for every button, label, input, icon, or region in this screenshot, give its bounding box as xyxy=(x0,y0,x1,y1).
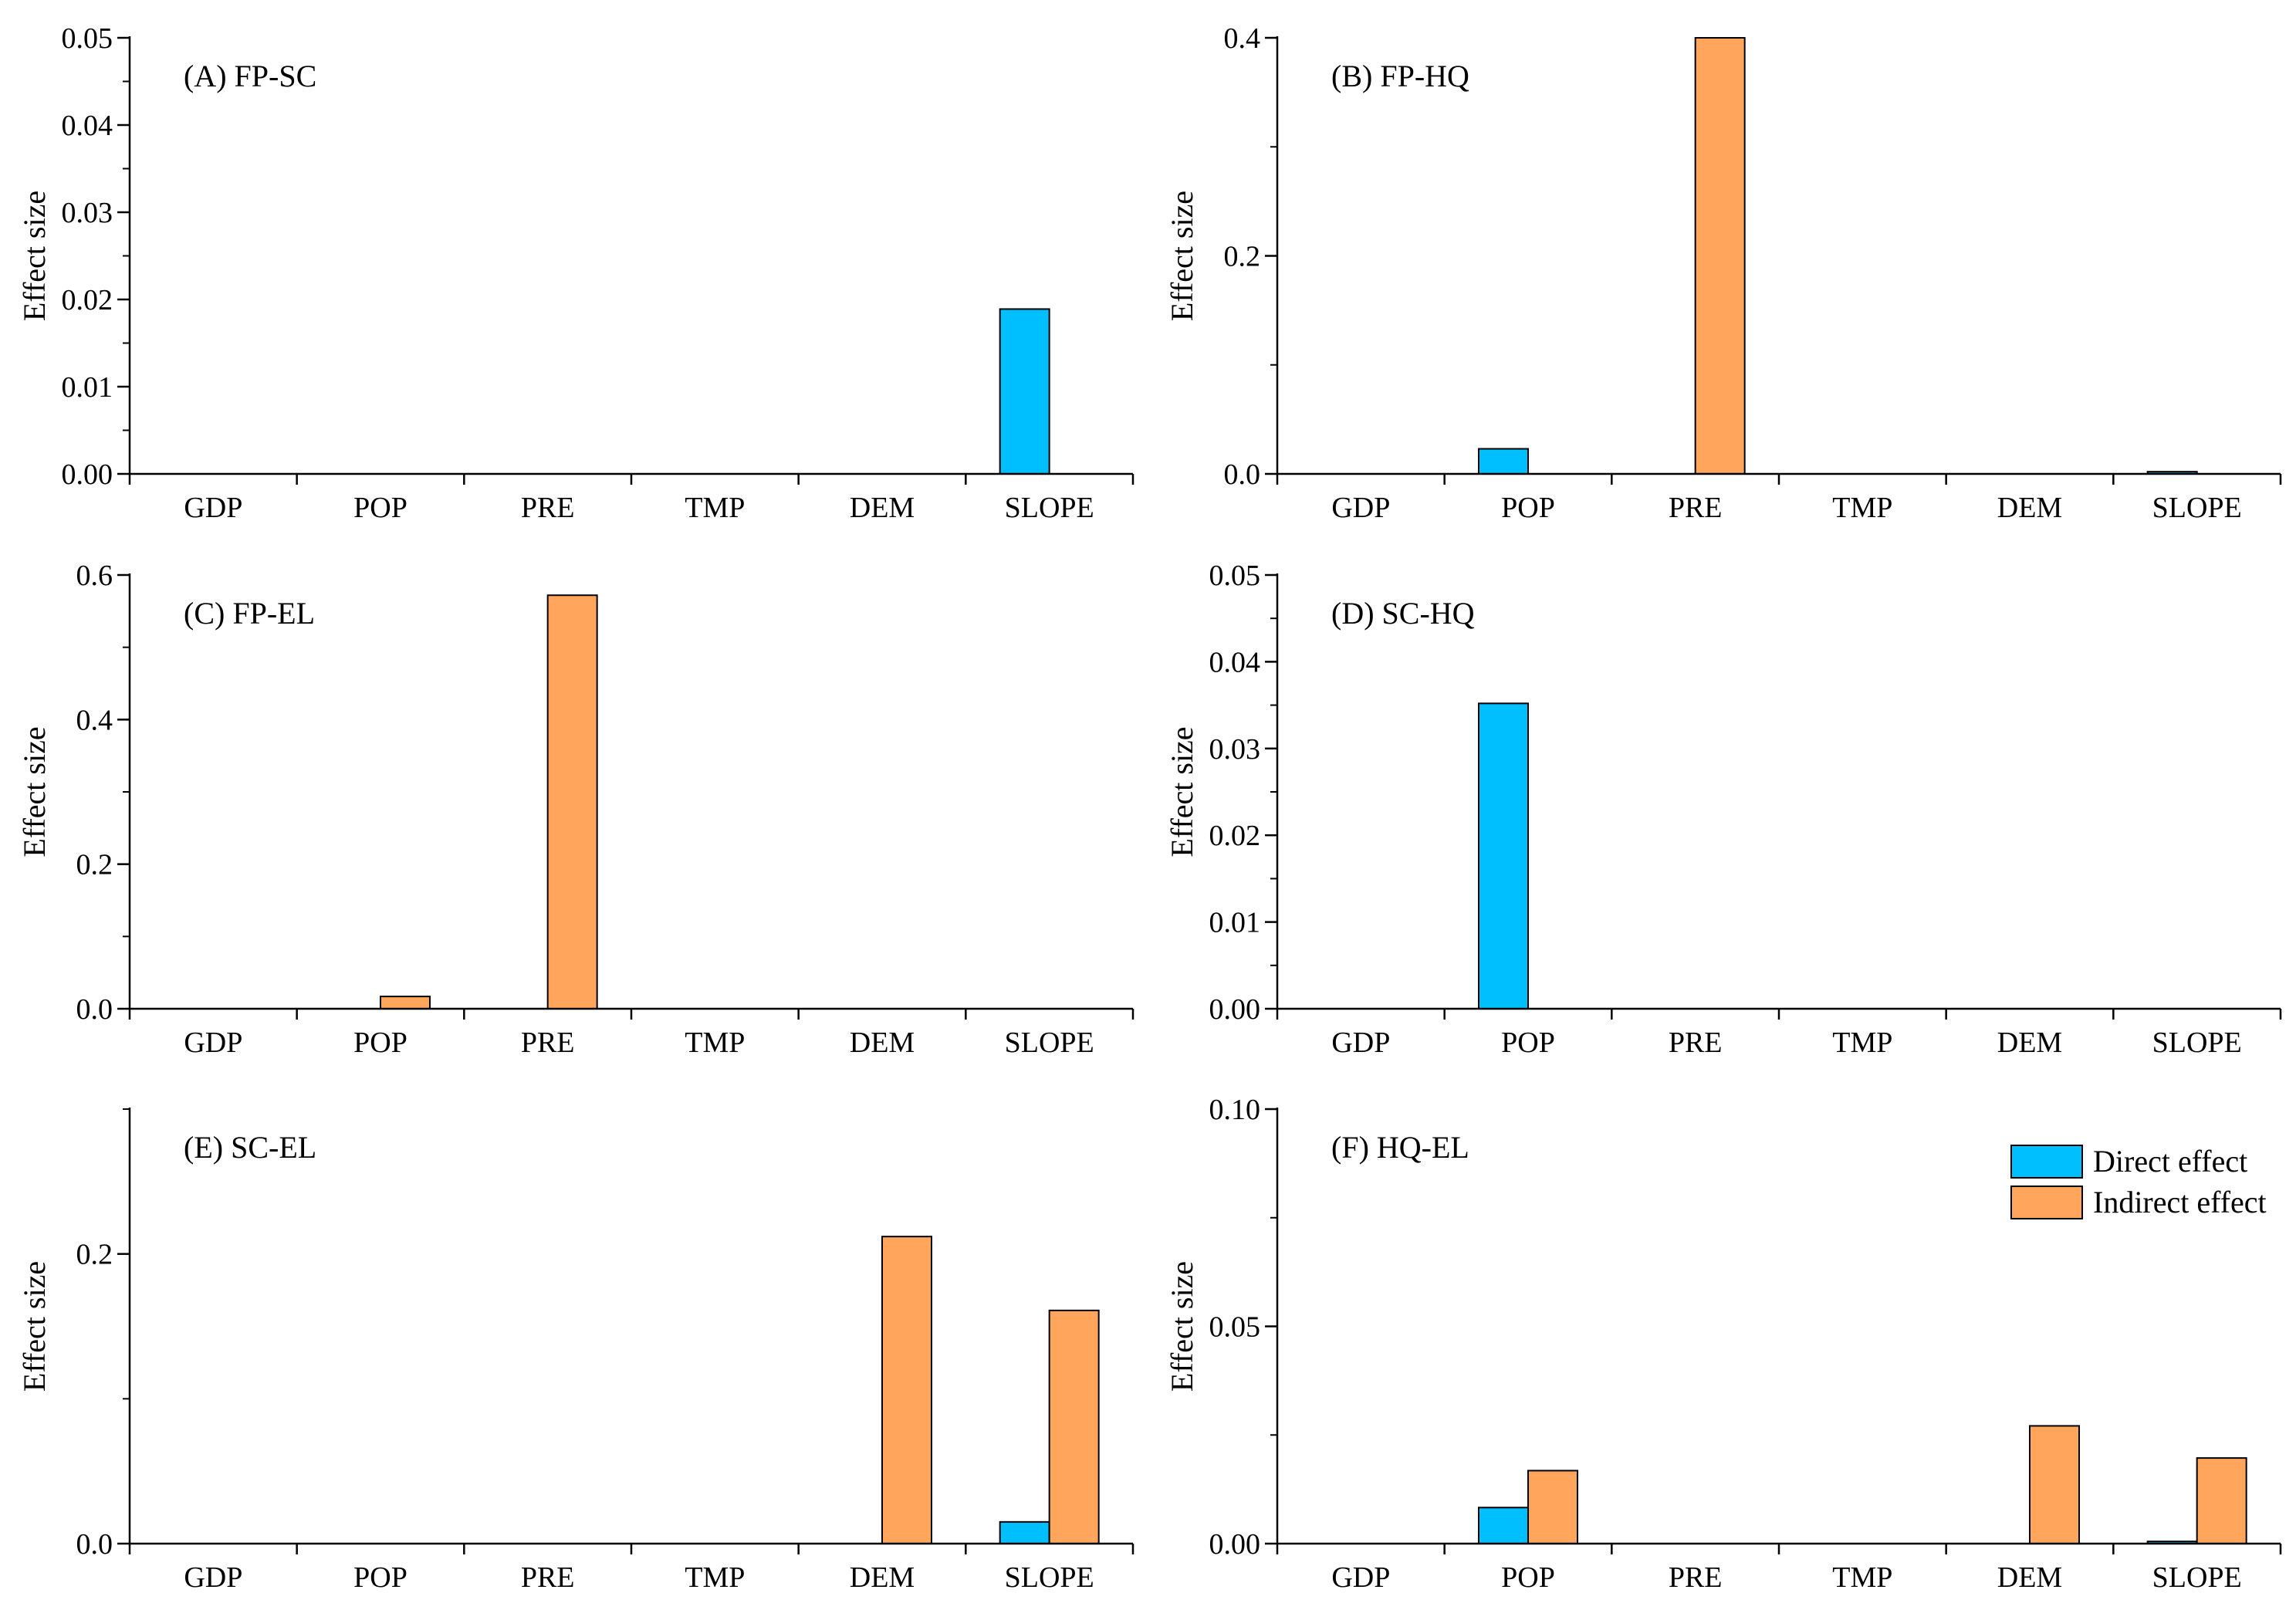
legend-swatch-indirect xyxy=(2010,1186,2083,1219)
x-tick-label-pop: POP xyxy=(1501,1561,1555,1594)
x-tick-label-pre: PRE xyxy=(1669,1027,1723,1059)
y-tick-label: 0.02 xyxy=(1209,820,1261,852)
y-tick-label: 0.0 xyxy=(76,993,113,1026)
indirect-bar-pre xyxy=(546,594,598,1010)
y-tick-label: 0.0 xyxy=(76,1528,113,1561)
x-tick-label-pre: PRE xyxy=(1669,1561,1723,1594)
x-tick-label-gdp: GDP xyxy=(1331,1027,1390,1059)
direct-bar-pop xyxy=(1478,448,1529,475)
legend-label-indirect: Indirect effect xyxy=(2093,1185,2267,1219)
legend-swatch-direct xyxy=(2010,1145,2083,1179)
y-tick-label: 0.4 xyxy=(1224,22,1261,55)
x-tick-label-tmp: TMP xyxy=(685,492,745,524)
chart-panel-6: 0.00 0.05 0.10 GDP POP PRE TMP DEM SLOPE Effect s… xyxy=(1165,1094,2282,1594)
y-axis-title: Effect size xyxy=(1165,191,1199,321)
chart-panel-3: 0.0 0.2 0.4 0.6 GDP POP PRE TMP DEM SLOPE Effect s… xyxy=(17,560,1134,1059)
x-tick-label-pop: POP xyxy=(353,1027,407,1059)
x-tick-label-pre: PRE xyxy=(521,492,575,524)
y-tick-label: 0.2 xyxy=(1224,241,1261,273)
y-tick-label: 0.01 xyxy=(62,371,113,404)
indirect-bar-slope xyxy=(1048,1309,1100,1544)
chart-panel-1: 0.00 0.01 0.02 0.03 0.04 0.05 GDP POP PRE TMP DEM S… xyxy=(17,22,1134,524)
x-tick-label-pop: POP xyxy=(1501,1027,1555,1059)
y-tick-label: 0.00 xyxy=(1209,1528,1261,1561)
panel-title: (E) SC-EL xyxy=(184,1130,316,1165)
x-tick-label-gdp: GDP xyxy=(184,1561,242,1594)
y-tick-label: 0.05 xyxy=(1209,560,1261,592)
x-tick-label-slope: SLOPE xyxy=(2152,1027,2242,1059)
y-tick-label: 0.6 xyxy=(76,560,113,592)
x-tick-label-dem: DEM xyxy=(850,1561,915,1594)
panel-title: (A) FP-SC xyxy=(184,59,316,93)
y-tick-label: 0.2 xyxy=(76,849,113,881)
y-tick-label: 0.04 xyxy=(1209,646,1261,678)
legend-label-direct: Direct effect xyxy=(2093,1144,2247,1179)
legend: Direct effect Indirect effect xyxy=(2010,1144,2267,1219)
indirect-bar-slope xyxy=(2196,1457,2247,1544)
x-tick-label-dem: DEM xyxy=(1997,1561,2062,1594)
x-tick-label-slope: SLOPE xyxy=(1005,492,1094,524)
panel-title: (C) FP-EL xyxy=(184,596,315,631)
direct-bar-slope xyxy=(999,308,1050,475)
indirect-bar-pop xyxy=(1527,1470,1578,1545)
y-tick-label: 0.05 xyxy=(62,22,113,55)
x-tick-label-pre: PRE xyxy=(521,1561,575,1594)
y-tick-label: 0.2 xyxy=(76,1239,113,1271)
y-tick-label: 0.05 xyxy=(1209,1311,1261,1344)
chart-panel-4: 0.00 0.01 0.02 0.03 0.04 0.05 GDP POP PRE TMP DEM S… xyxy=(1165,560,2282,1059)
indirect-bar-dem xyxy=(881,1236,932,1545)
x-tick-label-gdp: GDP xyxy=(184,1027,242,1059)
direct-bar-pop xyxy=(1478,702,1529,1010)
x-tick-label-pop: POP xyxy=(353,492,407,524)
y-tick-label: 0.00 xyxy=(1209,993,1261,1026)
x-tick-label-pop: POP xyxy=(1501,492,1555,524)
y-tick-label: 0.01 xyxy=(1209,907,1261,939)
panel-title: (F) HQ-EL xyxy=(1331,1130,1469,1165)
y-tick-label: 0.10 xyxy=(1209,1094,1261,1126)
x-tick-label-slope: SLOPE xyxy=(2152,492,2242,524)
y-tick-label: 0.03 xyxy=(1209,733,1261,766)
y-tick-label: 0.02 xyxy=(62,284,113,316)
chart-panel-5: 0.0 0.2 GDP POP PRE TMP DEM SLOPE Effect size (E)… xyxy=(17,1108,1134,1594)
x-tick-label-dem: DEM xyxy=(1997,492,2062,524)
x-tick-label-tmp: TMP xyxy=(1832,1561,1892,1594)
y-tick-label: 0.4 xyxy=(76,704,113,736)
x-tick-label-gdp: GDP xyxy=(1331,492,1390,524)
panel-title: (B) FP-HQ xyxy=(1331,59,1469,93)
direct-bar-slope xyxy=(999,1520,1050,1544)
x-tick-label-slope: SLOPE xyxy=(1005,1027,1094,1059)
y-axis-title: Effect size xyxy=(1165,1261,1199,1392)
x-tick-label-gdp: GDP xyxy=(1331,1561,1390,1594)
indirect-bar-pop xyxy=(380,996,431,1010)
x-tick-label-pop: POP xyxy=(353,1561,407,1594)
y-tick-label: 0.03 xyxy=(62,197,113,229)
x-tick-label-dem: DEM xyxy=(850,492,915,524)
y-axis-title: Effect size xyxy=(1165,726,1199,857)
x-tick-label-tmp: TMP xyxy=(685,1027,745,1059)
x-tick-label-slope: SLOPE xyxy=(2152,1561,2242,1594)
chart-panel-2: 0.0 0.2 0.4 GDP POP PRE TMP DEM SLOPE Effect size… xyxy=(1165,22,2282,524)
y-tick-label: 0.04 xyxy=(62,110,113,142)
indirect-bar-pre xyxy=(1694,37,1746,475)
x-tick-label-dem: DEM xyxy=(850,1027,915,1059)
x-tick-label-pre: PRE xyxy=(1669,492,1723,524)
direct-bar-pop xyxy=(1478,1507,1529,1545)
panel-title: (D) SC-HQ xyxy=(1331,596,1475,631)
x-tick-label-tmp: TMP xyxy=(685,1561,745,1594)
x-tick-label-dem: DEM xyxy=(1997,1027,2062,1059)
x-tick-label-tmp: TMP xyxy=(1832,492,1892,524)
y-axis-title: Effect size xyxy=(17,726,52,857)
y-tick-label: 0.00 xyxy=(62,458,113,491)
x-tick-label-slope: SLOPE xyxy=(1005,1561,1094,1594)
y-axis-title: Effect size xyxy=(17,191,52,321)
x-tick-label-gdp: GDP xyxy=(184,492,242,524)
x-tick-label-pre: PRE xyxy=(521,1027,575,1059)
indirect-bar-dem xyxy=(2029,1425,2080,1545)
y-axis-title: Effect size xyxy=(17,1261,52,1392)
x-tick-label-tmp: TMP xyxy=(1832,1027,1892,1059)
y-tick-label: 0.0 xyxy=(1224,458,1261,491)
